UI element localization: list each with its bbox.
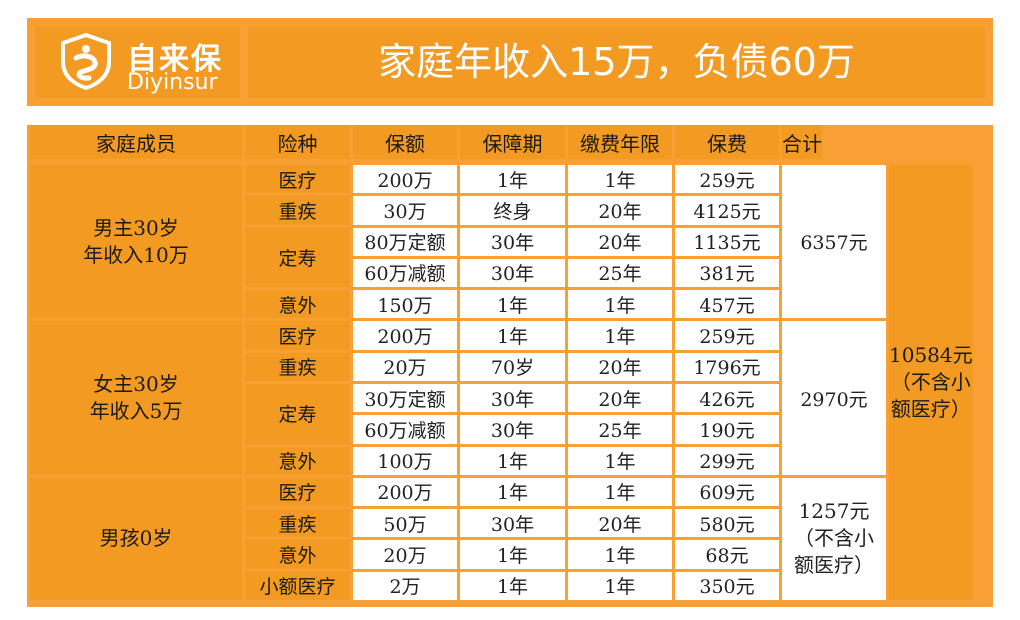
insurance-type-cell: 医疗 xyxy=(245,321,350,350)
coverage-period-cell: 1年 xyxy=(460,321,565,350)
column-header: 险种 xyxy=(245,125,350,159)
coverage-period-cell: 1年 xyxy=(460,477,565,507)
family-member-cell: 男主30岁 年收入10万 xyxy=(30,165,242,319)
page-title: 家庭年收入15万，负债60万 xyxy=(248,26,985,98)
premium-cell: 426元 xyxy=(675,383,779,413)
family-member-cell-line: 年收入10万 xyxy=(83,242,189,267)
insurance-plan-table: 家庭成员 险种 保额 保障期 缴费年限 保费 合计 男主30岁 年收入10万 女主30岁 年收入5万… xyxy=(27,125,993,607)
member-subtotal-cell: 6357元 xyxy=(782,165,886,319)
column-header: 合计 xyxy=(782,125,822,159)
member-subtotal-cell-line: 额医疗） xyxy=(794,553,874,578)
premium-cell: 1135元 xyxy=(675,227,779,256)
coverage-amount-cell: 80万定额 xyxy=(353,227,457,256)
coverage-period-cell: 1年 xyxy=(460,165,565,194)
payment-years-cell: 20年 xyxy=(568,227,672,256)
coverage-amount-cell: 20万 xyxy=(353,540,457,569)
coverage-period-cell: 30年 xyxy=(460,227,565,256)
payment-years-cell: 1年 xyxy=(568,446,672,475)
column-header: 保障期 xyxy=(460,125,565,159)
column-header: 家庭成员 xyxy=(30,125,242,159)
payment-years-cell: 20年 xyxy=(568,196,672,225)
payment-years-cell: 1年 xyxy=(568,477,672,507)
grand-total-cell-line: 额医疗） xyxy=(890,396,971,421)
payment-years-cell: 20年 xyxy=(568,352,672,381)
premium-cell: 4125元 xyxy=(675,196,779,225)
insurance-type-cell: 重疾 xyxy=(245,196,350,225)
insurance-type-cell: 意外 xyxy=(245,446,350,475)
logo-english-text: Diyinsur xyxy=(127,70,218,95)
premium-cell: 1796元 xyxy=(675,352,779,381)
coverage-amount-cell: 20万 xyxy=(353,352,457,381)
member-subtotal-cell: 2970元 xyxy=(782,321,886,475)
coverage-period-cell: 1年 xyxy=(460,446,565,475)
premium-cell: 350元 xyxy=(675,571,779,600)
premium-cell: 259元 xyxy=(675,165,779,194)
insurance-type-cell: 意外 xyxy=(245,540,350,569)
premium-cell: 381元 xyxy=(675,258,779,288)
coverage-period-cell: 30年 xyxy=(460,258,565,288)
insurance-type-cell: 重疾 xyxy=(245,509,350,538)
coverage-amount-cell: 30万 xyxy=(353,196,457,225)
coverage-period-cell: 30年 xyxy=(460,383,565,413)
column-header: 保额 xyxy=(353,125,457,159)
coverage-amount-cell: 60万减额 xyxy=(353,415,457,444)
coverage-amount-cell: 50万 xyxy=(353,509,457,538)
family-member-cell-line: 女主30岁 xyxy=(93,372,179,397)
premium-cell: 299元 xyxy=(675,446,779,475)
coverage-amount-cell: 60万减额 xyxy=(353,258,457,288)
coverage-period-cell: 1年 xyxy=(460,290,565,319)
insurance-type-cell: 定寿 xyxy=(245,227,350,288)
payment-years-cell: 20年 xyxy=(568,383,672,413)
page-header: 自来保 Diyinsur 家庭年收入15万，负债60万 xyxy=(27,18,993,106)
premium-cell: 190元 xyxy=(675,415,779,444)
coverage-amount-cell: 30万定额 xyxy=(353,383,457,413)
column-header: 保费 xyxy=(675,125,779,159)
coverage-amount-cell: 150万 xyxy=(353,290,457,319)
family-member-cell-line: 年收入5万 xyxy=(89,399,183,424)
premium-cell: 68元 xyxy=(675,540,779,569)
insurance-type-cell: 意外 xyxy=(245,290,350,319)
premium-cell: 609元 xyxy=(675,477,779,507)
coverage-period-cell: 1年 xyxy=(460,540,565,569)
insurance-type-cell: 定寿 xyxy=(245,383,350,444)
grand-total-cell-line: 10584元 xyxy=(889,342,973,367)
member-subtotal-cell-line: 1257元 xyxy=(798,499,870,524)
coverage-period-cell: 1年 xyxy=(460,571,565,600)
coverage-period-cell: 30年 xyxy=(460,415,565,444)
coverage-amount-cell: 100万 xyxy=(353,446,457,475)
member-subtotal-cell-line: （不含小 xyxy=(794,526,874,551)
column-header: 缴费年限 xyxy=(568,125,672,159)
payment-years-cell: 1年 xyxy=(568,540,672,569)
insurance-type-cell: 小额医疗 xyxy=(245,571,350,600)
family-member-cell: 女主30岁 年收入5万 xyxy=(30,321,242,475)
payment-years-cell: 25年 xyxy=(568,258,672,288)
logo-chinese-text: 自来保 xyxy=(127,42,223,77)
coverage-amount-cell: 200万 xyxy=(353,165,457,194)
payment-years-cell: 1年 xyxy=(568,290,672,319)
coverage-amount-cell: 200万 xyxy=(353,477,457,507)
insurance-type-cell: 医疗 xyxy=(245,477,350,507)
logo: 自来保 Diyinsur xyxy=(35,26,240,98)
coverage-period-cell: 终身 xyxy=(460,196,565,225)
insurance-type-cell: 重疾 xyxy=(245,352,350,381)
premium-cell: 457元 xyxy=(675,290,779,319)
premium-cell: 580元 xyxy=(675,509,779,538)
insurance-type-cell: 医疗 xyxy=(245,165,350,194)
premium-cell: 259元 xyxy=(675,321,779,350)
payment-years-cell: 1年 xyxy=(568,165,672,194)
coverage-amount-cell: 200万 xyxy=(353,321,457,350)
shield-logo-icon xyxy=(61,32,111,90)
payment-years-cell: 25年 xyxy=(568,415,672,444)
member-subtotal-cell: 1257元 （不含小 额医疗） xyxy=(782,477,886,600)
payment-years-cell: 20年 xyxy=(568,509,672,538)
payment-years-cell: 1年 xyxy=(568,571,672,600)
coverage-period-cell: 70岁 xyxy=(460,352,565,381)
family-member-cell: 男孩0岁 xyxy=(30,477,242,600)
grand-total-cell-line: （不含小 xyxy=(890,369,971,394)
grand-total-cell: 10584元 （不含小 额医疗） xyxy=(889,165,973,600)
coverage-period-cell: 30年 xyxy=(460,509,565,538)
coverage-amount-cell: 2万 xyxy=(353,571,457,600)
family-member-cell-line: 男主30岁 xyxy=(93,215,179,240)
payment-years-cell: 1年 xyxy=(568,321,672,350)
